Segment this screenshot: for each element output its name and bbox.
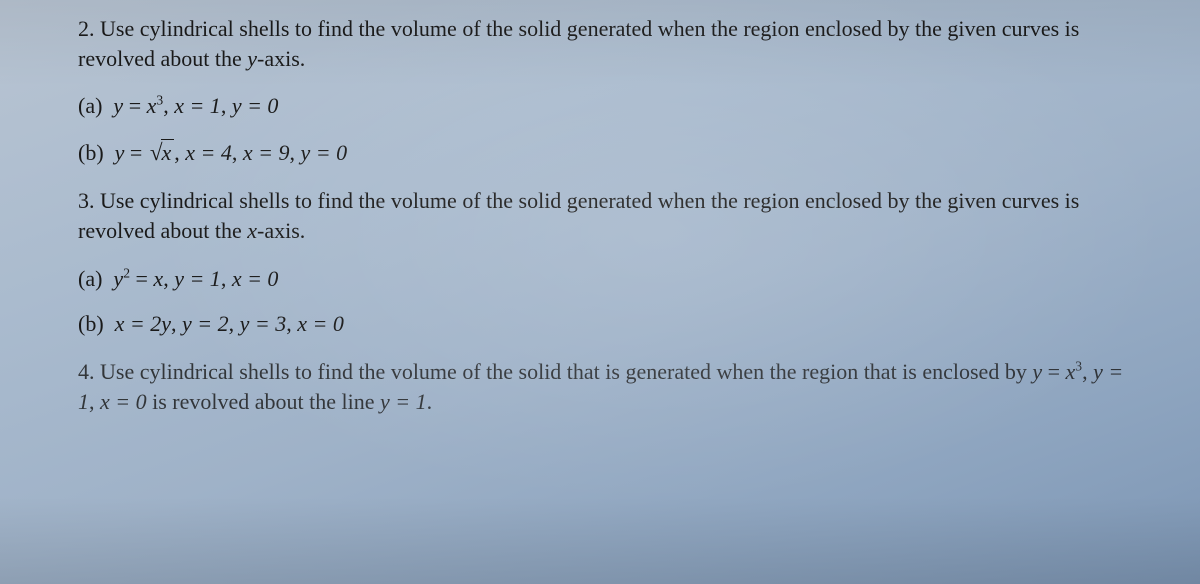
q2b-label: (b) [78,140,104,165]
q3-number: 3. [78,188,95,213]
q2b-eq1: y = √x, [115,140,186,165]
q2-text-post: -axis. [257,46,305,71]
q4-period: . [427,389,433,414]
q3a-eq1-sup: 2 [123,265,130,280]
q2b: (b) y = √x, x = 4, x = 9, y = 0 [78,137,1130,168]
q4-enc-eq1-lhs: y [1032,359,1042,384]
q3-prompt: 3. Use cylindrical shells to find the vo… [78,186,1130,245]
q2a: (a) y = x3, x = 1, y = 0 [78,91,1130,121]
q2-axis-var: y [247,46,257,71]
q4-enc-eq3: x = 0 [100,389,147,414]
q2b-eq3: x = 9 [243,140,290,165]
q2a-eq2: x = 1 [174,93,221,118]
q3a-eq1: y2 = x, [113,266,174,291]
q2a-label: (a) [78,93,102,118]
q3a-eq2: y = 1 [174,266,221,291]
q3b-label: (b) [78,311,104,336]
q2a-eq1-lhs: y [113,93,123,118]
q3-text-post: -axis. [257,218,305,243]
q3a-label: (a) [78,266,102,291]
q2a-eq1: y = x3, [113,93,174,118]
q3a-eq1-lhs: y [113,266,123,291]
q2a-eq1-sup: 3 [156,93,163,108]
q4-number: 4. [78,359,95,384]
q3a: (a) y2 = x, y = 1, x = 0 [78,264,1130,294]
q3a-eq1-rhs: x [153,266,163,291]
q2a-eq3: y = 0 [232,93,279,118]
q3a-eq3: x = 0 [232,266,279,291]
q2b-eq4: y = 0 [301,140,348,165]
q2b-sqrt-arg: x [161,139,175,165]
q4-line-eq: y = 1 [380,389,427,414]
q4-enc-eq1: y = x3 [1032,359,1082,384]
q3b-eq1: x = 2y [115,311,171,336]
q2b-eq1-lhs: y [115,140,125,165]
question-2: 2. Use cylindrical shells to find the vo… [78,14,1130,168]
q4-text-pre: Use cylindrical shells to find the volum… [100,359,1032,384]
q2-text-pre: Use cylindrical shells to find the volum… [78,16,1079,71]
q3-axis-var: x [247,218,257,243]
q4-enc-eq1-sup: 3 [1075,359,1082,374]
q4-text-mid: is revolved about the line [147,389,380,414]
q4-prompt: 4. Use cylindrical shells to find the vo… [78,357,1130,416]
q3b: (b) x = 2y, y = 2, y = 3, x = 0 [78,309,1130,339]
question-4: 4. Use cylindrical shells to find the vo… [78,357,1130,416]
q3-text-pre: Use cylindrical shells to find the volum… [78,188,1079,243]
q2b-eq2: x = 4 [185,140,232,165]
q3b-eq3: y = 3 [240,311,287,336]
sqrt-icon: √x [148,137,174,168]
q3b-eq2: y = 2 [182,311,229,336]
q3b-eq4: x = 0 [297,311,344,336]
question-3: 3. Use cylindrical shells to find the vo… [78,186,1130,339]
q4-enc-eq1-rhs: x [1066,359,1076,384]
q2-number: 2. [78,16,95,41]
q2-prompt: 2. Use cylindrical shells to find the vo… [78,14,1130,73]
q2a-eq1-rhs: x [147,93,157,118]
